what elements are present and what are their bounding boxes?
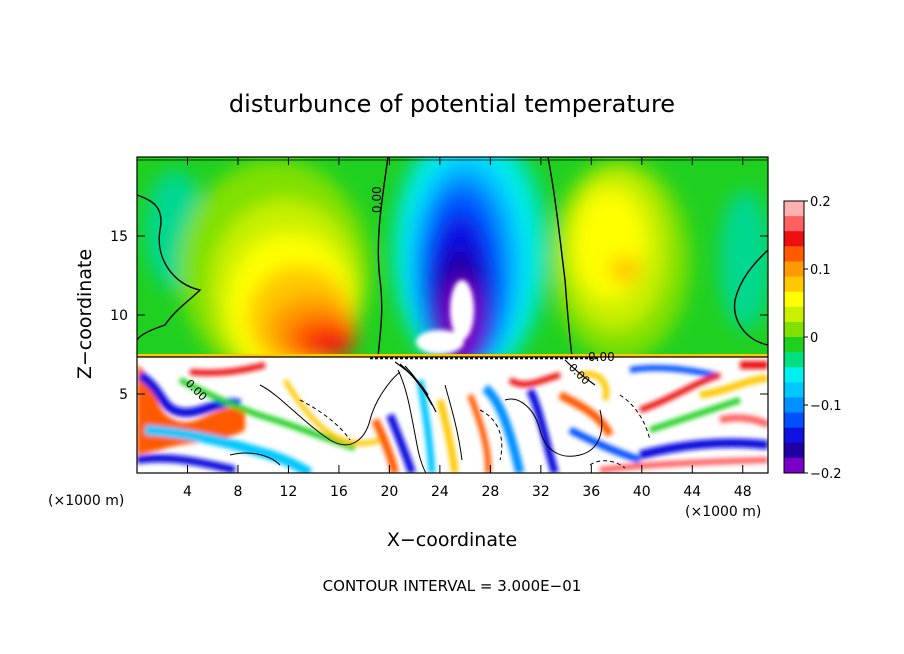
colorbar-tick-label: 0 [810, 331, 818, 346]
colorbar: 0.2 0.1 0 −0.1 −0.2 [783, 195, 842, 482]
colorbar-swatch [784, 367, 804, 383]
lower-field [137, 357, 768, 473]
y-tick-label: 10 [110, 308, 128, 324]
colorbar-swatch [784, 246, 804, 262]
colorbar-tick-label: 0.2 [810, 195, 831, 210]
upper-field [137, 157, 768, 357]
colorbar-swatch [784, 457, 804, 474]
colorbar-swatch [784, 201, 804, 217]
contour-label: 0.00 [370, 186, 384, 213]
y-tick-label: 15 [110, 229, 128, 245]
interface-band [137, 354, 768, 357]
x-tick-label: 24 [431, 484, 449, 500]
colorbar-swatch [784, 382, 804, 398]
x-tick-label: 36 [582, 484, 600, 500]
x-tick-label: 32 [532, 484, 550, 500]
colorbar-swatch [784, 442, 804, 459]
colorbar-swatch [784, 412, 804, 429]
contour-lines-lower [229, 369, 651, 473]
contour-label: 0.00 [588, 350, 615, 364]
x-axis-unit-right: (×1000 m) [685, 504, 761, 520]
y-axis: 5 10 15 [110, 229, 768, 403]
colorbar-tick-label: −0.1 [810, 399, 842, 414]
colorbar-swatch [784, 306, 804, 323]
colorbar-swatch [784, 216, 804, 232]
colorbar-swatch [784, 291, 804, 308]
colorbar-swatch [784, 427, 804, 444]
colorbar-swatch [784, 352, 804, 368]
colorbar-tick-label: −0.2 [810, 467, 842, 482]
colorbar-swatch [784, 231, 804, 247]
colorbar-swatch [784, 397, 804, 414]
x-tick-label: 12 [280, 484, 298, 500]
contour-lines-upper [137, 157, 768, 357]
x-tick-label: 40 [633, 484, 651, 500]
colorbar-swatch [784, 321, 804, 338]
y-tick-label: 5 [119, 387, 128, 403]
x-tick-label: 44 [683, 484, 701, 500]
chart-title: disturbunce of potential temperature [229, 90, 675, 118]
x-tick-label: 16 [330, 484, 348, 500]
y-axis-label: Z−coordinate [74, 249, 96, 379]
x-tick-label: 4 [183, 484, 192, 500]
colorbar-swatch [784, 261, 804, 278]
colorbar-swatch [784, 276, 804, 293]
plot-area: 0.00 0.00 0.00 0.00 [136, 156, 769, 474]
x-tick-label: 28 [481, 484, 499, 500]
x-axis-unit-left: (×1000 m) [48, 493, 124, 509]
x-axis: 4 8 12 16 20 24 28 32 36 40 44 48 [183, 157, 752, 500]
contour-interval-note: CONTOUR INTERVAL = 3.000E−01 [323, 577, 582, 595]
colorbar-swatch [784, 337, 804, 353]
colorbar-tick-label: 0.1 [810, 263, 831, 278]
x-tick-label: 48 [734, 484, 752, 500]
x-tick-label: 8 [233, 484, 242, 500]
x-tick-label: 20 [380, 484, 398, 500]
x-axis-label: X−coordinate [387, 529, 517, 551]
